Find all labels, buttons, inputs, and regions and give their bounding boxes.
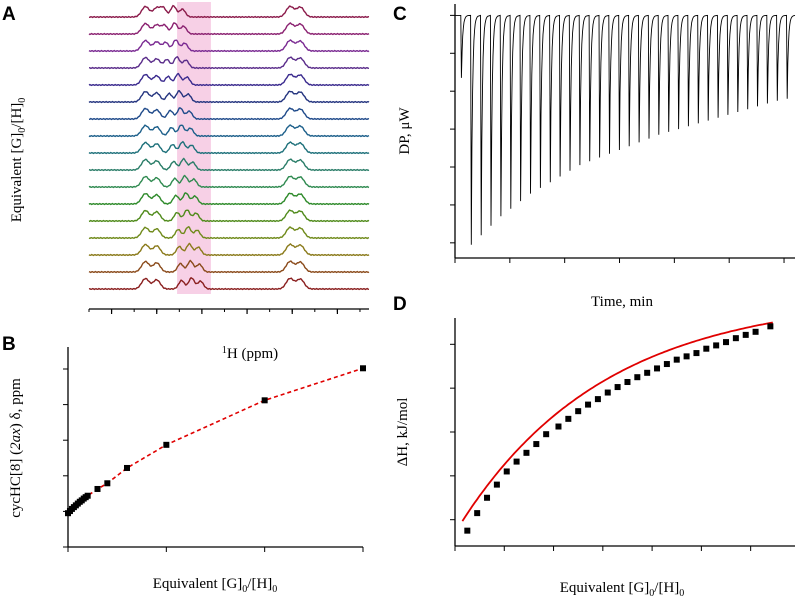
data-point xyxy=(484,494,491,501)
data-point xyxy=(585,401,592,408)
data-point xyxy=(523,449,530,456)
data-point xyxy=(565,415,572,422)
data-point xyxy=(713,342,720,349)
nmr-trace xyxy=(88,124,370,138)
data-point xyxy=(624,379,631,386)
data-points-d xyxy=(464,323,774,534)
data-point xyxy=(533,441,540,448)
nmr-trace xyxy=(88,174,370,189)
x-axis-title-b: Equivalent [G]0/[H]0 xyxy=(153,576,278,595)
data-point xyxy=(575,408,582,415)
data-point xyxy=(474,510,481,517)
panel-b: B Equivalent [G]0/[H]0 cycHC[8] (2ax) δ,… xyxy=(2,334,366,595)
panel-d: D Equivalent [G]0/[H]0 ΔH, kJ/mol xyxy=(393,294,795,599)
y-axis-title-a: Equivalent [G]0/[H]0 xyxy=(9,98,28,223)
x-axis-title-a: 1H (ppm) xyxy=(222,345,278,362)
data-point xyxy=(503,468,510,475)
data-point xyxy=(360,365,366,372)
ticks-d xyxy=(450,343,752,551)
y-axis-title-c: DP, μW xyxy=(397,107,413,155)
nmr-trace xyxy=(88,209,370,223)
nmr-trace xyxy=(88,72,370,87)
data-point xyxy=(644,369,651,376)
data-point xyxy=(124,464,130,471)
data-point xyxy=(604,389,611,396)
data-point xyxy=(493,481,500,488)
data-point xyxy=(94,485,101,492)
data-point xyxy=(594,396,601,403)
data-point xyxy=(703,345,710,352)
data-point xyxy=(634,374,641,381)
data-point xyxy=(723,339,730,346)
ticks-c xyxy=(450,14,785,263)
data-point xyxy=(663,361,670,368)
nmr-trace xyxy=(88,107,370,121)
nmr-trace xyxy=(88,242,370,257)
nmr-trace xyxy=(88,276,370,291)
data-point xyxy=(543,431,550,438)
nmr-trace xyxy=(88,55,370,70)
ticks-b xyxy=(63,368,364,552)
panel-label-b: B xyxy=(2,334,16,355)
data-point xyxy=(614,384,621,391)
panel-label-a: A xyxy=(2,4,16,25)
nmr-trace xyxy=(88,4,370,19)
x-axis-title-d: Equivalent [G]0/[H]0 xyxy=(560,580,685,599)
data-point xyxy=(683,353,690,360)
x-ticks-a xyxy=(88,309,361,314)
data-points-b xyxy=(65,365,366,517)
nmr-trace xyxy=(88,259,370,274)
nmr-trace xyxy=(88,192,370,206)
y-axis-title-b: cycHC[8] (2ax) δ, ppm xyxy=(8,378,24,518)
data-point xyxy=(163,441,170,448)
data-point xyxy=(464,527,471,534)
fit-curve-b xyxy=(67,367,364,514)
fit-curve-d xyxy=(461,321,773,522)
data-point xyxy=(767,323,774,330)
itc-thermogram xyxy=(455,14,796,245)
data-point xyxy=(555,423,562,430)
panel-c: C Time, min DP, μW xyxy=(393,4,796,310)
data-point xyxy=(673,356,680,363)
nmr-trace xyxy=(88,22,370,36)
nmr-trace xyxy=(88,39,370,53)
x-axis-title-c: Time, min xyxy=(591,294,653,310)
data-point xyxy=(732,335,739,342)
data-point xyxy=(654,365,661,372)
data-point xyxy=(513,458,520,465)
panel-label-c: C xyxy=(393,4,407,25)
data-point xyxy=(742,331,749,338)
nmr-trace xyxy=(88,225,370,240)
data-point xyxy=(84,492,91,499)
nmr-trace xyxy=(88,90,370,104)
nmr-trace xyxy=(88,157,370,172)
panel-a: A 1H (ppm) Equivalent [G]0/[H]0 xyxy=(2,2,370,362)
nmr-trace xyxy=(88,140,370,155)
data-point xyxy=(752,328,759,335)
y-axis-title-d: ΔH, kJ/mol xyxy=(395,398,411,467)
nmr-trace-stack xyxy=(88,4,370,291)
panel-label-d: D xyxy=(393,294,407,315)
data-point xyxy=(261,397,268,404)
data-point xyxy=(693,350,700,357)
data-point xyxy=(104,480,111,487)
